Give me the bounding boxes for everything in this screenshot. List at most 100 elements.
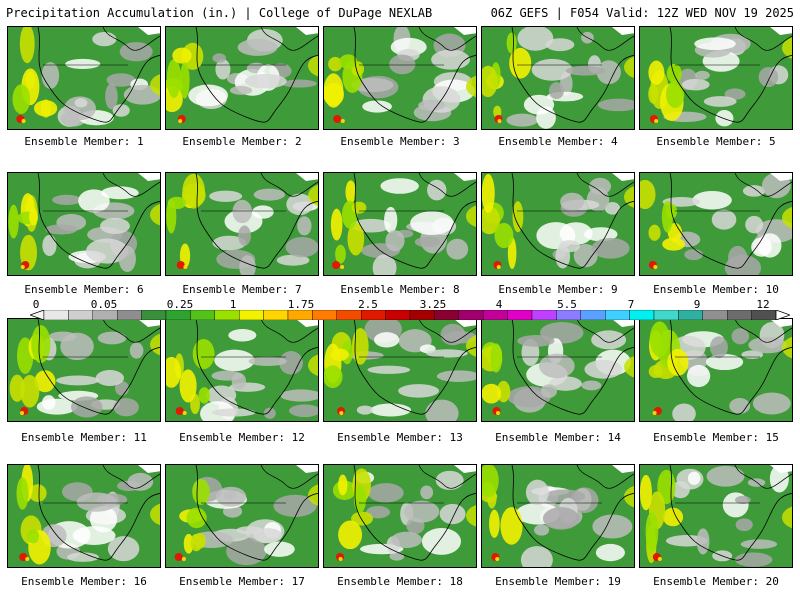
light-precip-area [596,60,621,85]
moderate-precip-area [662,507,684,527]
arctic-area [296,465,318,473]
colorbar-swatch [68,310,94,320]
heavy-precip-area [496,265,501,269]
colorbar-swatch [287,310,313,320]
coastline [669,465,792,561]
light-precip-area [604,202,621,215]
light-precip-area [232,199,253,224]
precip-map [166,27,318,129]
heavy-precip-area [340,119,345,123]
light-precip-area [123,84,160,105]
moderate-precip-area [12,84,31,115]
light-precip-area [543,489,586,504]
light-precip-area [549,376,582,391]
colorbar-swatch [556,310,582,320]
heavy-precip-area [657,557,662,561]
ensemble-member-label: Ensemble Member: 15 [653,431,779,444]
moderate-precip-area [649,321,670,358]
precip-map [8,27,160,129]
light-precip-area [56,375,100,386]
light-precip-area [684,249,704,261]
heavy-precip-area [654,119,659,123]
heavy-precip-area [176,261,185,269]
moderate-precip-area [192,338,215,370]
light-precip-area [565,65,605,76]
coastline [102,465,160,489]
light-precip-area [558,240,580,253]
moderate-precip-area [324,82,344,107]
precip-map [166,319,318,421]
precip-map [640,319,792,421]
moderate-precip-area [34,370,56,393]
light-precip-area [100,186,139,200]
ensemble-map-panel [165,26,319,130]
ensemble-member-label: Ensemble Member: 17 [179,575,305,588]
moderate-precip-area [335,244,346,264]
moderate-precip-area [494,222,514,249]
light-precip-area [42,234,57,257]
colorbar-tick-label: 1 [229,298,237,311]
moderate-precip-area [482,465,499,498]
ensemble-map-panel [323,464,477,568]
light-precip-area [740,539,778,549]
light-precip-area [209,190,243,202]
coastline [102,173,160,197]
light-precip-area [276,254,310,266]
ensemble-map-panel [481,464,635,568]
light-precip-area [573,243,598,268]
ensemble-map-panel [7,172,161,276]
coastline [576,319,634,343]
heavy-precip-area [174,553,183,561]
moderate-precip-area [167,196,187,210]
light-precip-area [692,190,732,210]
moderate-precip-area [466,205,476,227]
ensemble-member-label: Ensemble Member: 10 [653,283,779,296]
moderate-precip-area [624,485,634,508]
coastline [260,465,318,489]
ensemble-member-label: Ensemble Member: 13 [337,431,463,444]
moderate-precip-area [782,506,792,529]
light-precip-area [74,98,88,108]
ensemble-map-panel [165,318,319,422]
moderate-precip-area [667,348,689,376]
moderate-precip-area [352,328,369,365]
light-precip-area [425,399,459,421]
light-precip-area [748,336,787,354]
moderate-precip-area [782,336,792,359]
colorbar-tick-label: 0.05 [90,298,118,311]
light-precip-area [595,543,625,562]
light-precip-area [747,478,766,487]
light-precip-area [520,546,553,567]
ensemble-map-panel [7,464,161,568]
colorbar-swatch [336,310,362,320]
ensemble-member-label: Ensemble Member: 16 [21,575,147,588]
light-precip-area [517,27,554,51]
light-precip-area [549,82,564,100]
precip-map [8,319,160,421]
precip-map [166,465,318,567]
moderate-precip-area [353,485,367,513]
precip-map [482,27,634,129]
light-precip-area [63,96,96,121]
heavy-precip-area [19,553,28,561]
colorbar-swatch [43,310,69,320]
light-precip-area [525,479,549,506]
moderate-precip-area [512,201,524,233]
ensemble-map-panel [639,172,793,276]
arctic-area [454,173,476,181]
light-precip-area [758,233,782,258]
moderate-precip-area [308,484,318,506]
light-precip-area [282,79,317,88]
coastline [37,319,160,415]
colorbar-swatch [385,310,411,320]
light-precip-area [367,483,404,503]
light-precip-area [581,380,602,391]
coastline [418,27,476,51]
light-precip-area [729,398,751,414]
ensemble-member-label: Ensemble Member: 14 [495,431,621,444]
light-precip-area [60,332,94,361]
light-precip-area [703,96,737,107]
colorbar-swatch [434,310,459,320]
colorbar-swatch [531,310,557,320]
moderate-precip-area [351,201,367,214]
